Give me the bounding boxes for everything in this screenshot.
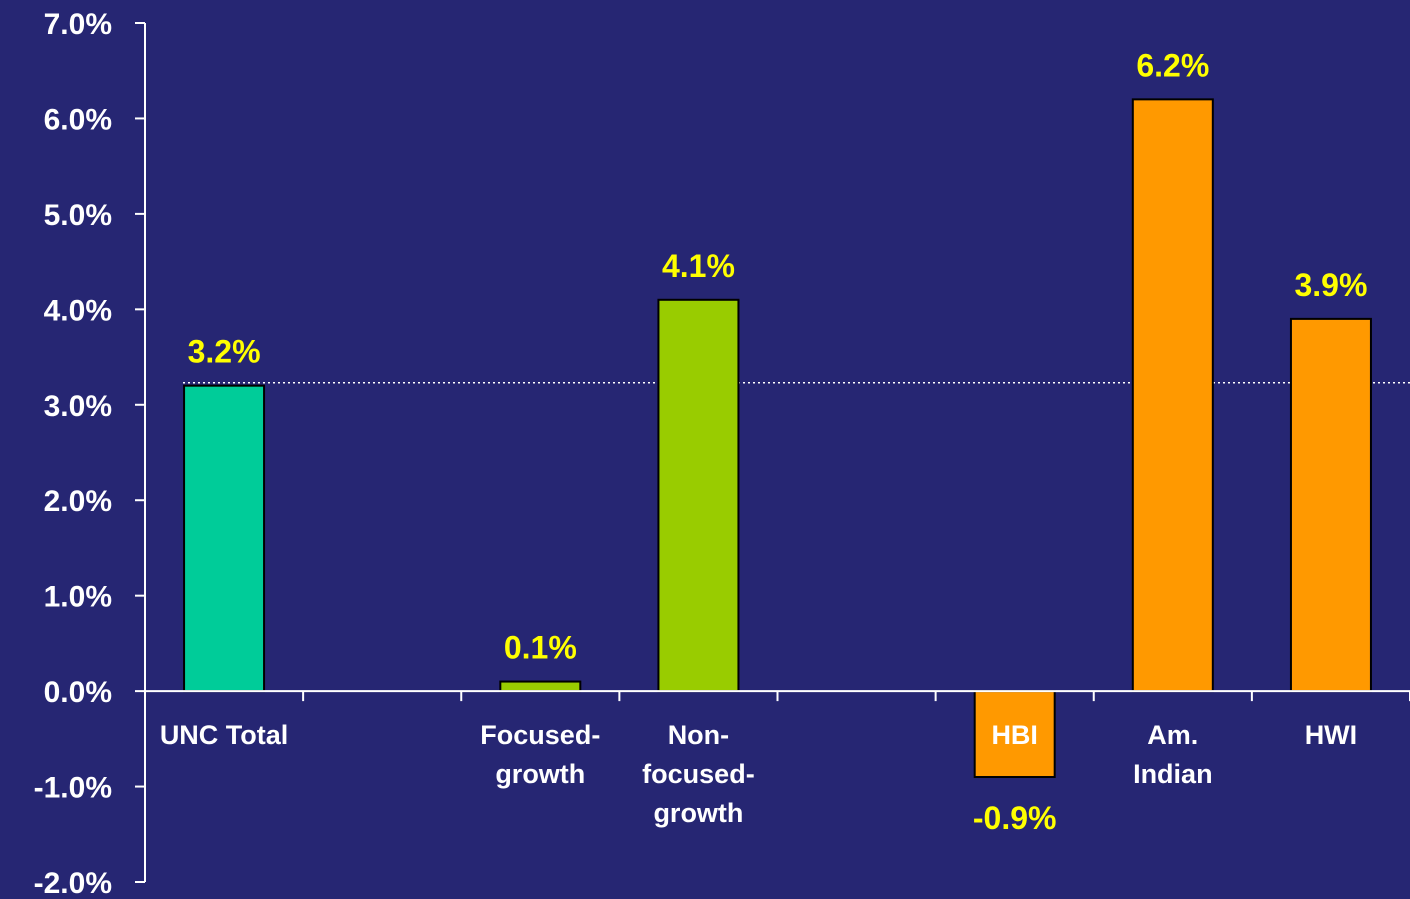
y-tick-label: 0.0% [44, 676, 112, 709]
x-category-label: Am. Indian [1133, 720, 1213, 789]
x-category-label: UNC Total [160, 720, 289, 750]
y-tick-label: 5.0% [44, 199, 112, 232]
category-label-layer: UNC Total Focused-growthNon-focused-growt… [160, 720, 1357, 828]
data-label: -0.9% [973, 800, 1057, 836]
y-tick-label: 1.0% [44, 581, 112, 614]
y-tick-label: -1.0% [34, 772, 112, 805]
x-category-label-line: Am. [1147, 720, 1198, 750]
data-label: 4.1% [662, 248, 735, 284]
x-category-label-line: HBI [991, 720, 1038, 750]
x-category-label-line: HWI [1305, 720, 1357, 750]
x-category-label-line: growth [495, 759, 585, 789]
x-category-label: HBI [991, 720, 1038, 750]
data-label: 3.9% [1294, 267, 1367, 303]
bar [1131, 98, 1214, 693]
x-category-label: HWI [1305, 720, 1357, 750]
data-label-layer: 3.2% 0.1% 4.1% -0.9% 6.2% 3.9% [188, 47, 1368, 836]
bar [657, 298, 740, 693]
axis-layer [135, 22, 1410, 883]
y-tick-label-layer: 7.0% 6.0% 5.0% 4.0% 3.0% 2.0% 1.0% 0.0% -1.0% -2.… [34, 8, 112, 899]
bar [499, 680, 582, 693]
y-tick-label: 4.0% [44, 294, 112, 327]
bar [1289, 317, 1372, 693]
x-category-label-line: Focused- [480, 720, 600, 750]
data-label: 0.1% [504, 630, 577, 666]
y-tick-label: 3.0% [44, 390, 112, 423]
data-label: 6.2% [1136, 47, 1209, 83]
x-category-label: Focused-growth [480, 720, 600, 789]
x-category-label-line: growth [653, 798, 743, 828]
y-tick-label: -2.0% [34, 867, 112, 899]
x-category-label-line: focused- [642, 759, 755, 789]
y-tick-label: 7.0% [44, 8, 112, 41]
bar-layer [183, 98, 1372, 779]
y-tick-label: 2.0% [44, 485, 112, 518]
x-category-label-line: UNC Total [160, 720, 289, 750]
x-category-label: Non-focused-growth [642, 720, 755, 828]
x-category-label-line: Non- [668, 720, 729, 750]
bar [973, 690, 1056, 779]
x-category-label-line: Indian [1133, 759, 1213, 789]
y-tick-label: 6.0% [44, 103, 112, 136]
bar [183, 384, 266, 693]
data-label: 3.2% [188, 334, 261, 370]
